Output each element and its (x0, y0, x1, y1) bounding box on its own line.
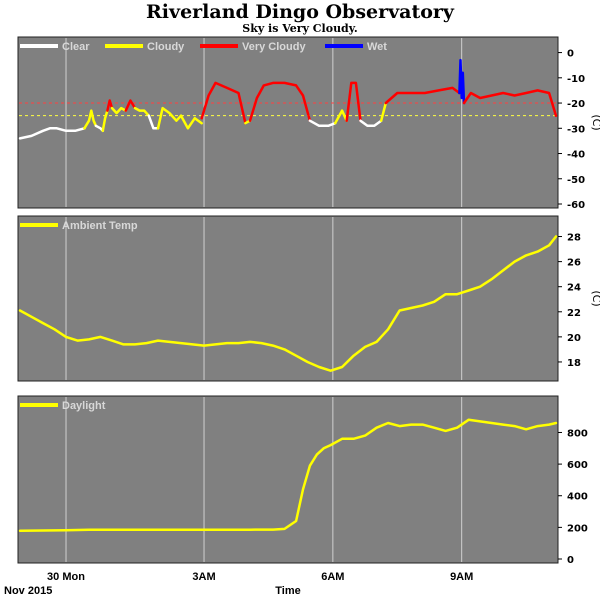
series-segment-very-cloudy (345, 81, 362, 122)
series-segment-cloudy (110, 106, 128, 115)
y-tick-label: 800 (567, 428, 588, 439)
legend-entry: Daylight (62, 400, 106, 412)
series-segment-clear (359, 119, 383, 128)
series-segment-clear (308, 119, 337, 128)
series-line-daylight (18, 418, 558, 533)
series-segment-cloudy (333, 109, 348, 125)
series-segment-cloudy (379, 101, 388, 122)
series-segment-clear (147, 114, 160, 130)
y-tick-label: 0 (567, 555, 574, 566)
x-tick-label: 6AM (321, 571, 344, 583)
series-segment-cloudy (133, 106, 151, 117)
x-axis-title: Time (275, 585, 300, 597)
legend-entry: Very Cloudy (242, 41, 306, 53)
y-tick-label: 20 (567, 333, 581, 344)
legend-entry: Cloudy (147, 41, 185, 53)
x-tick-label: 30 Mon (47, 571, 85, 583)
panel-background (17, 36, 559, 209)
y-axis-unit: (C) (590, 290, 600, 306)
series-segment-very-cloudy (384, 86, 461, 105)
y-tick-label: 600 (567, 460, 588, 471)
series-segment-very-cloudy (200, 81, 247, 125)
series-segment-cloudy (179, 114, 203, 130)
y-tick-label: -40 (567, 150, 585, 161)
y-tick-label: 18 (567, 358, 581, 369)
series-line-ambient-temperature (18, 235, 558, 372)
y-tick-label: 28 (567, 233, 581, 244)
y-tick-label: -30 (567, 124, 585, 135)
y-tick-label: 26 (567, 258, 581, 269)
page-title: Riverland Dingo Observatory (146, 1, 454, 23)
y-tick-label: -20 (567, 99, 585, 110)
chart-panel-ambient-temperature: 18 20 22 24 26 28 (C) Ambient Temp (17, 215, 600, 382)
y-tick-label: 200 (567, 523, 588, 534)
legend-entry: Wet (367, 41, 387, 53)
legend-entry: Clear (62, 41, 90, 53)
y-tick-label: -50 (567, 175, 585, 186)
y-tick-label: 22 (567, 308, 581, 319)
panel-background (17, 395, 559, 564)
series-segment-very-cloudy (106, 99, 114, 112)
y-tick-label: 400 (567, 492, 588, 503)
chart-panel-sky-temperature: 0 -10 -20 -30 -40 -50 -60 (C) Clear Cloudy Very Cl… (17, 36, 600, 211)
series-segment-cloudy (101, 109, 109, 133)
series-segment-very-cloudy (462, 89, 558, 117)
y-tick-label: -60 (567, 200, 585, 211)
chart-panel-daylight: 0 200 400 600 800 Daylight (17, 395, 588, 566)
series-segment-clear (18, 127, 86, 140)
panel-background (17, 215, 559, 382)
y-tick-label: 0 (567, 49, 574, 60)
sky-status-subtitle: Sky is Very Cloudy. (242, 22, 358, 35)
series-segment-cloudy (156, 106, 183, 130)
x-date-label: Nov 2015 (4, 585, 52, 597)
y-tick-label: -10 (567, 74, 585, 85)
series-segment-very-cloudy (124, 99, 137, 112)
series-segment-cloudy (83, 109, 98, 130)
x-tick-label: 9AM (450, 571, 473, 583)
y-axis-unit: (C) (590, 114, 600, 130)
legend-entry: Ambient Temp (62, 220, 138, 232)
series-segment-wet (458, 58, 466, 105)
x-tick-label: 3AM (192, 571, 215, 583)
y-tick-label: 24 (567, 283, 581, 294)
series-segment-very-cloudy (248, 81, 312, 122)
